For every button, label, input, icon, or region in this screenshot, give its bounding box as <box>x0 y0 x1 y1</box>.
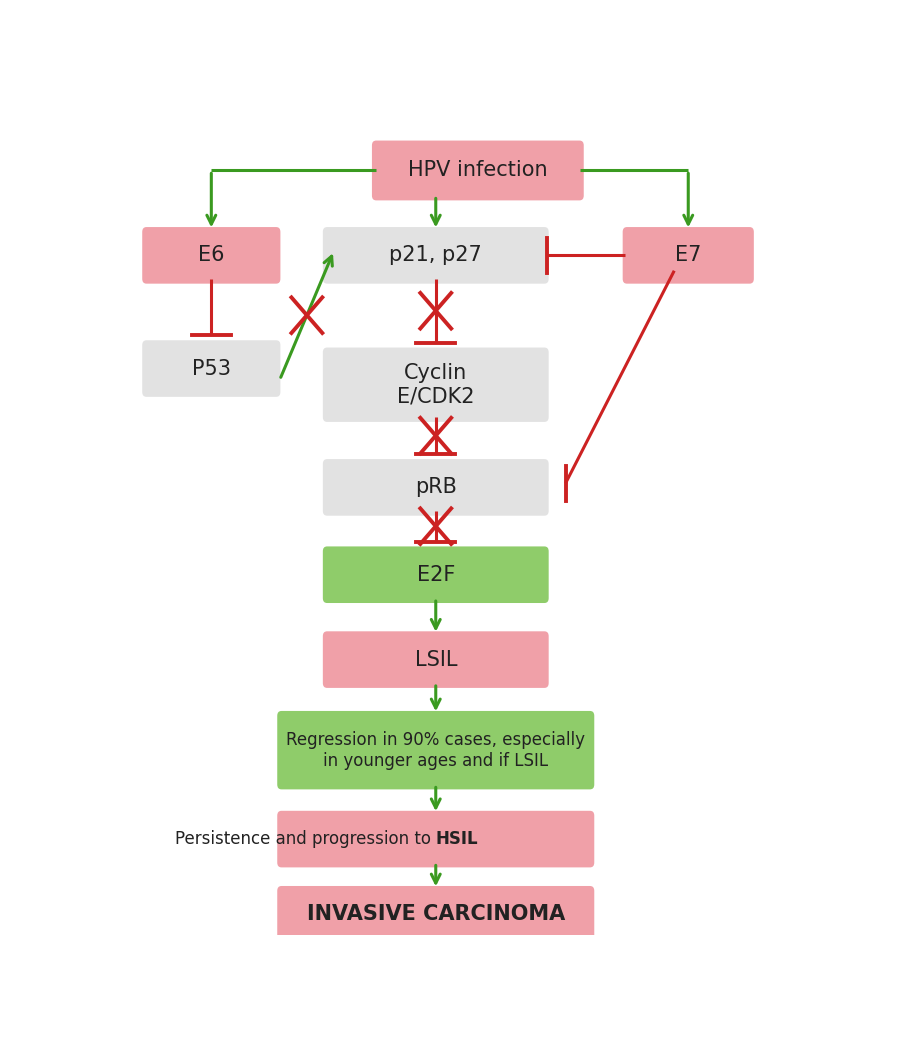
FancyBboxPatch shape <box>623 227 754 284</box>
Text: p21, p27: p21, p27 <box>389 246 482 266</box>
FancyBboxPatch shape <box>142 340 281 397</box>
Text: P53: P53 <box>192 358 231 379</box>
FancyBboxPatch shape <box>277 886 595 943</box>
Text: HSIL: HSIL <box>436 831 479 848</box>
Text: E2F: E2F <box>416 565 455 585</box>
Text: INVASIVE CARCINOMA: INVASIVE CARCINOMA <box>307 904 565 924</box>
Text: E7: E7 <box>675 246 701 266</box>
FancyBboxPatch shape <box>323 459 548 516</box>
Text: E6: E6 <box>198 246 224 266</box>
FancyBboxPatch shape <box>323 227 548 284</box>
Text: Cyclin
E/CDK2: Cyclin E/CDK2 <box>397 363 474 406</box>
FancyBboxPatch shape <box>142 227 281 284</box>
FancyBboxPatch shape <box>323 631 548 688</box>
FancyBboxPatch shape <box>323 546 548 603</box>
FancyBboxPatch shape <box>323 348 548 422</box>
Text: HPV infection: HPV infection <box>408 161 548 181</box>
Text: pRB: pRB <box>414 478 457 498</box>
FancyBboxPatch shape <box>372 141 584 201</box>
Text: Regression in 90% cases, especially
in younger ages and if LSIL: Regression in 90% cases, especially in y… <box>286 731 586 770</box>
FancyBboxPatch shape <box>277 711 595 790</box>
FancyBboxPatch shape <box>277 811 595 867</box>
Text: LSIL: LSIL <box>414 650 457 670</box>
Text: Persistence and progression to: Persistence and progression to <box>175 831 436 848</box>
